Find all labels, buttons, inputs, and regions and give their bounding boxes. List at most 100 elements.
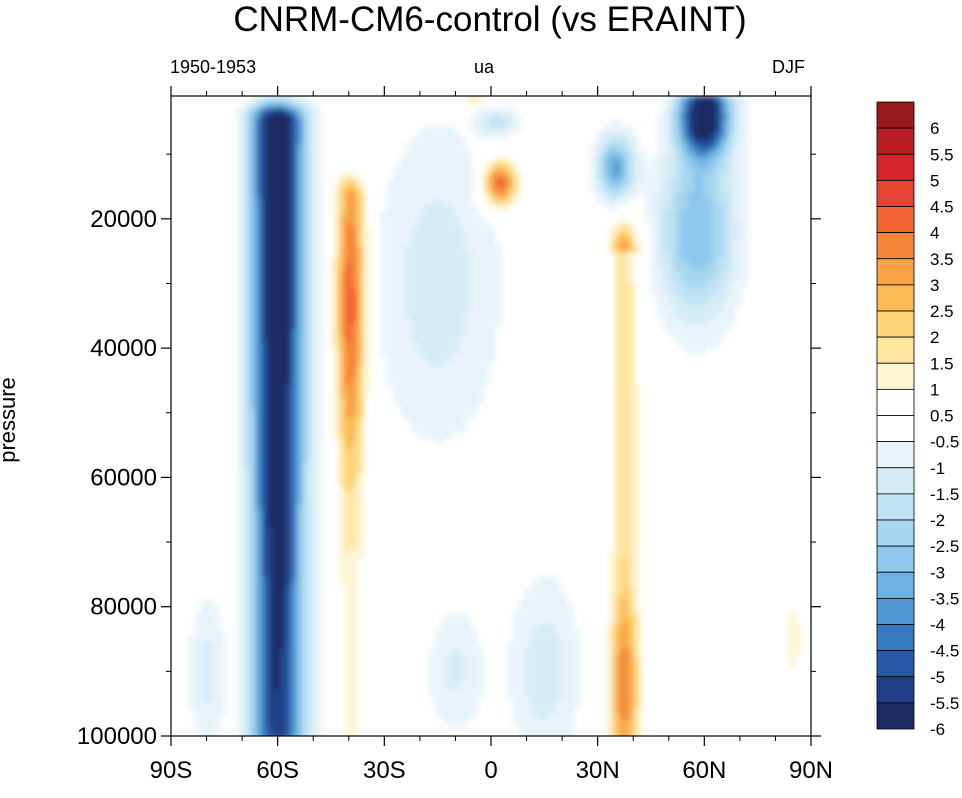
field-cell [297,600,304,607]
field-cell [399,258,406,265]
field-cell [453,282,460,289]
field-cell [609,168,616,175]
field-cell [717,144,724,151]
field-cell [243,306,250,313]
field-cell [423,156,430,163]
field-cell [663,150,670,157]
field-cell [291,126,298,133]
field-cell [273,456,280,463]
field-cell [453,396,460,403]
field-cell [243,606,250,613]
field-cell [303,264,310,271]
field-cell [339,300,346,307]
field-cell [711,252,718,259]
field-cell [297,168,304,175]
field-cell [237,264,244,271]
field-cell [201,648,208,655]
field-cell [543,630,550,637]
field-cell [315,414,322,421]
field-cell [471,246,478,253]
field-cell [315,546,322,553]
field-cell [333,210,340,217]
field-cell [723,324,730,331]
field-cell [723,294,730,301]
field-cell [411,384,418,391]
field-cell [789,630,796,637]
field-cell [351,252,358,259]
field-cell [735,240,742,247]
field-cell [639,168,646,175]
field-cell [351,270,358,277]
field-cell [567,726,574,733]
field-cell [201,636,208,643]
field-cell [483,114,490,121]
field-cell [537,666,544,673]
field-cell [291,426,298,433]
field-cell [417,222,424,229]
field-cell [315,168,322,175]
field-cell [339,504,346,511]
field-cell [441,174,448,181]
field-cell [561,624,568,631]
field-cell [717,312,724,319]
field-cell [489,276,496,283]
field-cell [453,234,460,241]
field-cell [681,240,688,247]
field-cell [453,300,460,307]
field-cell [291,714,298,721]
field-cell [345,372,352,379]
field-cell [705,96,712,103]
field-cell [471,234,478,241]
field-cell [303,558,310,565]
field-cell [483,246,490,253]
field-cell [363,306,370,313]
field-cell [303,438,310,445]
field-cell [297,126,304,133]
field-cell [339,180,346,187]
field-cell [297,144,304,151]
field-cell [435,438,442,445]
field-cell [345,534,352,541]
field-cell [381,276,388,283]
field-cell [237,660,244,667]
field-cell [615,546,622,553]
field-cell [561,666,568,673]
field-cell [291,354,298,361]
field-cell [609,552,616,559]
field-cell [255,150,262,157]
field-cell [615,666,622,673]
field-cell [351,726,358,733]
field-cell [477,306,484,313]
field-cell [291,408,298,415]
field-cell [315,432,322,439]
field-cell [345,654,352,661]
field-cell [243,312,250,319]
field-cell [279,492,286,499]
field-cell [315,576,322,583]
field-cell [627,510,634,517]
field-cell [237,162,244,169]
field-cell [453,648,460,655]
colorbar-label: 2 [930,328,939,347]
field-cell [627,414,634,421]
field-cell [381,222,388,229]
field-cell [483,366,490,373]
field-cell [345,222,352,229]
field-cell [525,594,532,601]
field-cell [297,186,304,193]
field-cell [261,204,268,211]
field-cell [333,342,340,349]
field-cell [615,552,622,559]
field-cell [411,420,418,427]
field-cell [693,294,700,301]
field-cell [543,642,550,649]
field-cell [681,144,688,151]
field-cell [615,372,622,379]
field-cell [345,618,352,625]
field-cell [411,276,418,283]
field-cell [357,426,364,433]
field-cell [447,342,454,349]
field-cell [435,162,442,169]
field-cell [309,270,316,277]
field-cell [537,672,544,679]
